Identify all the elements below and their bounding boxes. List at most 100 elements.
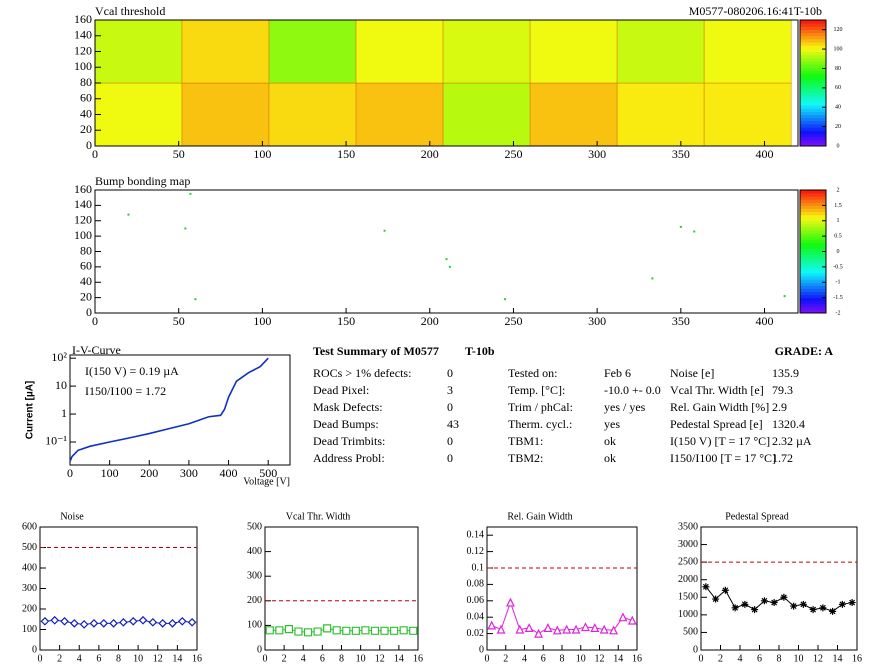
colorbar-step: [800, 300, 826, 305]
colorbar-step: [800, 202, 826, 206]
x-tick-label: 400: [756, 314, 774, 328]
y-tick-label: 0: [693, 644, 698, 655]
series-marker: [702, 583, 710, 591]
x-tick-label: 6: [320, 653, 325, 664]
summary-label: Noise [e]: [670, 366, 714, 380]
summary-grade: GRADE: A: [775, 344, 834, 358]
series-marker: [89, 619, 99, 628]
colorbar-step: [800, 205, 826, 209]
y-tick-label: 0.06: [467, 595, 485, 606]
colorbar-step: [800, 38, 826, 43]
y-tick-label: 160: [74, 12, 92, 26]
series-line: [69, 357, 269, 462]
y-tick-label: 80: [80, 243, 92, 257]
colorbar-step: [800, 136, 826, 141]
y-tick-label: 80: [80, 75, 92, 89]
x-tick-label: 12: [813, 653, 823, 664]
series-marker: [562, 624, 572, 634]
x-tick-label: 14: [613, 653, 623, 664]
series-marker: [848, 599, 856, 607]
x-tick-label: 8: [560, 653, 565, 664]
heatmap-cell: [94, 82, 183, 147]
y-tick-label: 3000: [678, 539, 698, 550]
colorbar-step: [800, 239, 826, 243]
bump-point: [783, 295, 786, 298]
x-tick-label: 0: [263, 653, 268, 664]
colorbar-step: [800, 190, 826, 194]
series-line: [44, 619, 193, 625]
y-tick-label: 400: [22, 562, 37, 573]
y-tick-label: 100: [247, 620, 262, 631]
series-marker: [177, 616, 187, 626]
summary-value: yes: [604, 417, 620, 431]
x-tick-label: 16: [852, 653, 862, 664]
colorbar-step: [800, 208, 826, 213]
y-tick-label: 0: [32, 644, 37, 655]
y-tick-label: 300: [247, 570, 262, 581]
heatmap-cell: [616, 19, 705, 84]
series-marker: [389, 626, 399, 635]
x-tick-label: 8: [777, 653, 782, 664]
colorbar-label: 100: [834, 46, 843, 52]
series-marker: [380, 626, 389, 635]
x-tick-label: 250: [504, 314, 522, 328]
summary-label: ROCs > 1% defects:: [313, 366, 411, 380]
x-tick-label: 4: [77, 653, 82, 664]
colorbar-step: [800, 92, 826, 97]
series-line: [705, 586, 853, 612]
summary-label: I150/I100 [T = 17 °C]: [670, 451, 776, 465]
summary-value: 0: [447, 451, 453, 465]
summary-value: Feb 6: [604, 366, 631, 380]
y-tick-label: 10⁻¹: [45, 434, 67, 448]
y-tick-label: 60: [80, 259, 92, 273]
heatmap-cell: [442, 82, 531, 147]
summary-title: Test Summary of M0577: [313, 344, 439, 358]
colorbar-step: [800, 89, 826, 93]
series-marker: [399, 626, 408, 635]
series-marker: [79, 620, 89, 629]
series-marker: [138, 615, 148, 625]
series-line: [491, 600, 633, 635]
x-tick-label: 0: [92, 147, 98, 161]
series-marker: [496, 624, 506, 634]
colorbar-step: [800, 309, 826, 314]
summary-label: Dead Pixel:: [313, 383, 369, 397]
series-marker: [342, 626, 351, 635]
colorbar-step: [800, 86, 826, 90]
y-tick-label: 0.04: [467, 611, 485, 622]
summary-label: Address Probl:: [313, 451, 385, 465]
heatmap-cell: [355, 82, 444, 147]
series-marker: [552, 625, 562, 635]
y-tick-label: 3500: [678, 521, 698, 532]
colorbar-step: [800, 266, 826, 271]
colorbar-label: 0: [837, 143, 840, 149]
x-tick-label: 4: [738, 653, 743, 664]
colorbar-step: [800, 260, 826, 265]
summary-label: Trim / phCal:: [508, 400, 573, 414]
plot-frame: [69, 354, 291, 466]
y-tick-label: 160: [74, 182, 92, 196]
x-tick-label: 350: [672, 147, 690, 161]
series-marker: [505, 597, 515, 607]
y-tick-label: 120: [74, 213, 92, 227]
colorbar-step: [800, 273, 826, 277]
x-tick-label: 0: [485, 653, 490, 664]
series-marker: [790, 602, 798, 610]
colorbar-label: 2: [837, 187, 840, 193]
series-marker: [361, 626, 370, 635]
colorbar-step: [800, 95, 826, 100]
series-marker: [60, 616, 69, 626]
colorbar-step: [800, 214, 826, 219]
y-tick-label: 1500: [678, 592, 698, 603]
summary-value: 2.32 µA: [772, 434, 812, 448]
x-tick-label: 300: [588, 147, 606, 161]
x-tick-label: 6: [541, 653, 546, 664]
y-tick-label: 0: [86, 138, 92, 152]
y-tick-label: 100: [22, 624, 37, 635]
series-marker: [275, 626, 284, 635]
series-marker: [819, 604, 827, 612]
x-tick-label: 200: [421, 147, 439, 161]
series-marker: [332, 626, 341, 635]
series-marker: [571, 624, 581, 634]
colorbar-step: [800, 123, 826, 128]
